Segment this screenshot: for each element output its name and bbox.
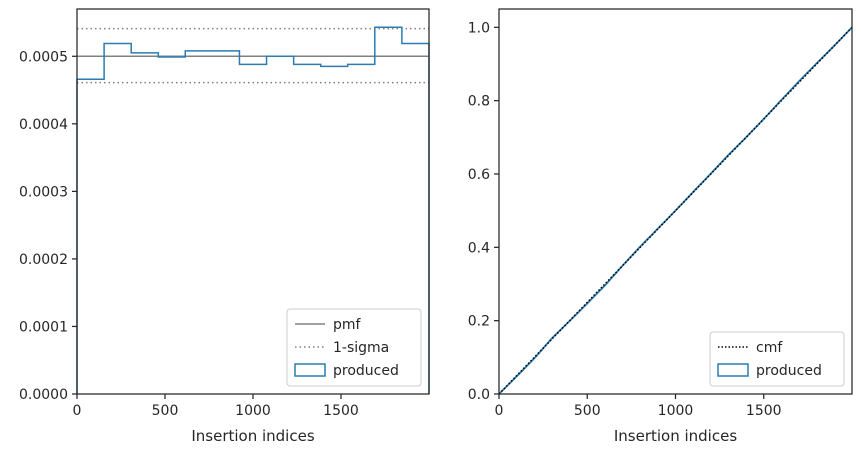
plot-area	[498, 26, 853, 395]
y-tick-label: 0.2	[468, 314, 490, 330]
produced-step-histogram	[76, 26, 430, 394]
y-tick-label: 0.0003	[19, 184, 68, 200]
legend-swatch-produced	[294, 363, 326, 377]
x-tick-label: 1000	[235, 403, 271, 419]
y-tick-label: 0.6	[468, 167, 490, 183]
y-tick-label: 0.0000	[19, 387, 68, 403]
x-tick-label: 1000	[658, 403, 694, 419]
plot-area	[76, 26, 430, 394]
x-tick-label: 1500	[746, 403, 782, 419]
x-tick-label: 0	[73, 403, 82, 419]
y-tick-label: 0.0	[468, 387, 490, 403]
legend-label-pmf: pmf	[333, 317, 362, 333]
y-tick-label: 0.8	[468, 94, 490, 110]
x-tick-label: 500	[152, 403, 179, 419]
x-axis-label: Insertion indices	[191, 427, 314, 445]
legend-label-1-sigma: 1-sigma	[333, 340, 389, 356]
x-tick-label: 1500	[323, 403, 359, 419]
legend-box	[286, 308, 422, 387]
legend-label-cmf: cmf	[756, 340, 783, 356]
y-tick-label: 0.4	[468, 240, 490, 256]
cmf-line	[498, 26, 853, 395]
legend: pmf 1-sigma produced	[286, 308, 422, 387]
legend-label-produced: produced	[333, 363, 399, 379]
legend: cmf produced	[709, 331, 845, 387]
y-tick-label: 1.0	[468, 20, 490, 36]
y-tick-label: 0.0002	[19, 252, 68, 268]
y-tick-label: 0.0005	[19, 49, 68, 65]
x-tick-label: 0	[495, 403, 504, 419]
legend-box	[709, 331, 845, 387]
right-cmf-panel: 0 500 1000 1500 0.0 0.2 0.4 0.6 0.8 1.0 Insertion …	[468, 8, 853, 445]
x-tick-label: 500	[574, 403, 601, 419]
left-pmf-panel: 0 500 1000 1500 0.0000 0.0001 0.0002 0.0003 0.00…	[19, 8, 430, 445]
y-tick-label: 0.0001	[19, 319, 68, 335]
legend-label-produced: produced	[756, 363, 822, 379]
legend-swatch-produced	[717, 363, 749, 377]
x-axis-label: Insertion indices	[614, 427, 737, 445]
y-tick-label: 0.0004	[19, 117, 68, 133]
